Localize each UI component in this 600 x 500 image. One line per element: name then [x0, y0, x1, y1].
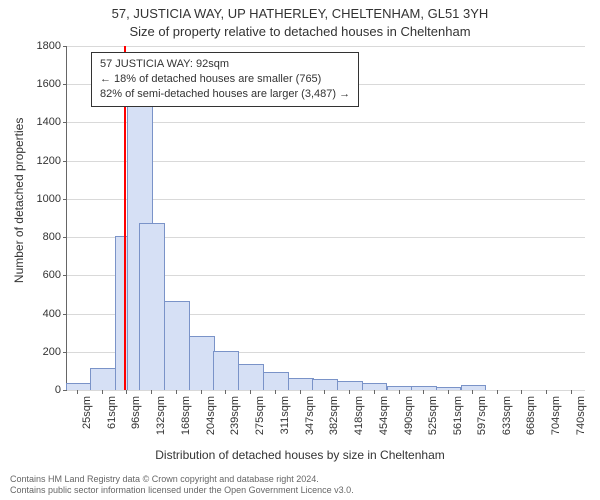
x-tick-mark [423, 390, 424, 394]
x-tick-mark [77, 390, 78, 394]
x-tick-mark [571, 390, 572, 394]
x-tick-label: 96sqm [130, 396, 142, 429]
x-tick-mark [546, 390, 547, 394]
x-tick-mark [497, 390, 498, 394]
footer-line-1: Contains HM Land Registry data © Crown c… [10, 474, 354, 485]
x-tick-label: 311sqm [279, 396, 291, 434]
x-tick-label: 740sqm [575, 396, 587, 435]
x-tick-mark [225, 390, 226, 394]
x-tick-label: 168sqm [180, 396, 192, 435]
x-tick-label: 454sqm [378, 396, 390, 435]
x-tick-label: 239sqm [229, 396, 241, 435]
histogram-bar [164, 301, 190, 390]
x-tick-label: 382sqm [328, 396, 340, 435]
x-tick-mark [300, 390, 301, 394]
y-tick-mark [63, 237, 67, 238]
annotation-line-2: ← 18% of detached houses are smaller (76… [100, 72, 350, 87]
x-tick-label: 597sqm [476, 396, 488, 435]
x-tick-mark [399, 390, 400, 394]
annotation-line-3: 82% of semi-detached houses are larger (… [100, 87, 350, 102]
x-tick-mark [521, 390, 522, 394]
histogram-bar [288, 378, 314, 390]
x-tick-mark [176, 390, 177, 394]
y-tick-label: 1400 [37, 116, 61, 128]
x-tick-label: 561sqm [452, 396, 464, 435]
x-tick-label: 490sqm [403, 396, 415, 435]
y-tick-mark [63, 314, 67, 315]
x-tick-mark [275, 390, 276, 394]
y-axis-label: Number of detached properties [12, 118, 26, 283]
x-tick-label: 25sqm [81, 396, 93, 429]
chart-container: 57, JUSTICIA WAY, UP HATHERLEY, CHELTENH… [0, 0, 600, 500]
x-tick-label: 704sqm [550, 396, 562, 435]
y-tick-label: 1200 [37, 155, 61, 167]
x-tick-label: 525sqm [427, 396, 439, 435]
x-tick-label: 633sqm [501, 396, 513, 435]
histogram-bar [90, 368, 116, 390]
y-tick-label: 200 [43, 346, 61, 358]
x-tick-label: 668sqm [525, 396, 537, 435]
grid-line [67, 46, 585, 47]
y-tick-mark [63, 199, 67, 200]
y-tick-label: 600 [43, 269, 61, 281]
histogram-bar [362, 383, 388, 390]
x-tick-mark [250, 390, 251, 394]
plot-area: 020040060080010001200140016001800 57 JUS… [66, 46, 585, 391]
histogram-bar [312, 379, 338, 391]
footer-line-2: Contains public sector information licen… [10, 485, 354, 496]
y-tick-label: 0 [55, 384, 61, 396]
grid-line [67, 390, 585, 391]
x-tick-label: 204sqm [205, 396, 217, 435]
y-tick-mark [63, 46, 67, 47]
annotation-line-1: 57 JUSTICIA WAY: 92sqm [100, 57, 350, 72]
y-tick-mark [63, 352, 67, 353]
x-tick-mark [374, 390, 375, 394]
histogram-bar [189, 336, 215, 391]
x-tick-label: 347sqm [304, 396, 316, 435]
x-tick-label: 61sqm [106, 396, 118, 429]
histogram-bar [139, 223, 165, 390]
histogram-bar [263, 372, 289, 390]
x-tick-mark [201, 390, 202, 394]
histogram-bar [461, 385, 487, 390]
x-tick-mark [102, 390, 103, 394]
title-sub: Size of property relative to detached ho… [0, 24, 600, 39]
x-tick-mark [448, 390, 449, 394]
histogram-bar [238, 364, 264, 390]
histogram-bar [213, 351, 239, 390]
histogram-bar [66, 383, 92, 390]
x-tick-label: 418sqm [353, 396, 365, 435]
x-tick-mark [151, 390, 152, 394]
x-tick-label: 132sqm [155, 396, 167, 435]
y-tick-label: 1000 [37, 193, 61, 205]
annotation-box: 57 JUSTICIA WAY: 92sqm ← 18% of detached… [91, 52, 359, 107]
y-tick-mark [63, 122, 67, 123]
x-tick-mark [126, 390, 127, 394]
x-tick-mark [324, 390, 325, 394]
y-tick-mark [63, 390, 67, 391]
x-tick-mark [349, 390, 350, 394]
y-tick-label: 1600 [37, 78, 61, 90]
x-tick-mark [472, 390, 473, 394]
y-tick-label: 400 [43, 308, 61, 320]
footer-note: Contains HM Land Registry data © Crown c… [10, 474, 354, 497]
y-tick-label: 800 [43, 231, 61, 243]
x-tick-label: 275sqm [254, 396, 266, 435]
y-tick-mark [63, 84, 67, 85]
histogram-bar [337, 381, 363, 390]
y-tick-label: 1800 [37, 40, 61, 52]
y-tick-mark [63, 275, 67, 276]
x-axis-label: Distribution of detached houses by size … [0, 448, 600, 462]
y-tick-mark [63, 161, 67, 162]
histogram-bar [436, 387, 462, 390]
title-main: 57, JUSTICIA WAY, UP HATHERLEY, CHELTENH… [0, 6, 600, 21]
